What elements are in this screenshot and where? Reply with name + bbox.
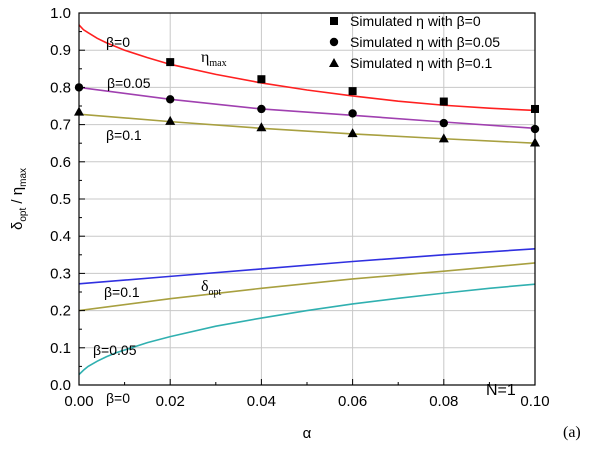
series-line-1	[78, 86, 536, 130]
marker-circle-point	[257, 104, 266, 114]
marker-triangle-point	[256, 122, 267, 132]
y-axis-title-eta-sub: max	[18, 168, 29, 187]
marker-triangle-point	[347, 128, 358, 138]
y-tick-label: 0.4	[50, 228, 71, 245]
x-axis-title: α	[303, 425, 312, 442]
y-tick-label: 0.2	[50, 303, 71, 320]
figure-label: (a)	[563, 424, 581, 441]
annotation-beta01-top: β=0.1	[106, 127, 142, 143]
axis-ticks: 0.00 0.02 0.04 0.06 0.08 0.10 0.0 0.1 0.2 0.3 0.4 0…	[50, 5, 549, 410]
y-axis-title: δopt / ηmax	[9, 168, 29, 230]
marker-square-point	[348, 87, 357, 96]
y-tick-label: 0.8	[50, 79, 71, 96]
annotation-beta01-bottom: β=0.1	[104, 284, 140, 300]
legend-label: Simulated η with β=0.05	[350, 34, 500, 50]
y-tick-label: 0.9	[50, 42, 71, 59]
annotation-beta005-bottom: β=0.05	[93, 342, 137, 358]
x-tick-label: 0.02	[156, 393, 185, 410]
x-tick-label: 0.04	[247, 393, 276, 410]
y-tick-label: 0.3	[50, 265, 71, 282]
y-tick-label: 0.1	[50, 340, 71, 357]
y-axis-title-delta: δ	[9, 222, 26, 230]
marker-triangle-point	[165, 115, 176, 125]
annotation-delta-opt: δopt	[201, 278, 222, 298]
marker-circle-point	[166, 95, 175, 104]
y-axis-title-sep: /	[9, 195, 26, 208]
legend-label: Simulated η with β=0.1	[350, 55, 493, 71]
series-line-2	[78, 113, 536, 144]
y-axis-title-delta-sub: opt	[18, 208, 29, 222]
marker-square-point	[257, 75, 266, 84]
marker-square-point	[166, 58, 175, 67]
annotation-n1: N=1	[486, 382, 516, 399]
legend-marker-triangle	[329, 58, 339, 67]
x-tick-label: 0.08	[429, 393, 458, 410]
y-axis-title-eta: η	[9, 187, 26, 195]
series-line-4	[78, 262, 536, 312]
series-line-5	[78, 283, 536, 376]
marker-circle-point	[348, 109, 357, 118]
series-line-3	[78, 248, 536, 285]
annotation-eta-max: ηmax	[201, 49, 227, 69]
legend-label: Simulated η with β=0	[350, 13, 481, 29]
y-tick-label: 0.7	[50, 117, 71, 134]
legend: Simulated η with β=0 Simulated η with β=0…	[329, 13, 500, 71]
x-tick-label: 0.06	[338, 393, 367, 410]
y-tick-label: 1.0	[50, 5, 71, 22]
marker-triangle-point	[438, 133, 449, 143]
y-tick-label: 0.5	[50, 191, 71, 208]
legend-marker-circle	[329, 37, 339, 47]
legend-marker-square	[330, 17, 338, 25]
simulated-markers	[74, 58, 540, 147]
x-tick-label: 0.10	[520, 393, 549, 410]
annotation-beta005-top: β=0.05	[107, 75, 151, 91]
marker-square-point	[439, 97, 448, 106]
x-tick-label: 0.00	[64, 393, 93, 410]
annotation-beta0-top: β=0	[106, 34, 130, 50]
y-tick-label: 0.0	[50, 377, 71, 394]
annotation-beta0-bottom: β=0	[106, 390, 130, 406]
y-tick-label: 0.6	[50, 154, 71, 171]
marker-circle-point	[439, 118, 448, 128]
